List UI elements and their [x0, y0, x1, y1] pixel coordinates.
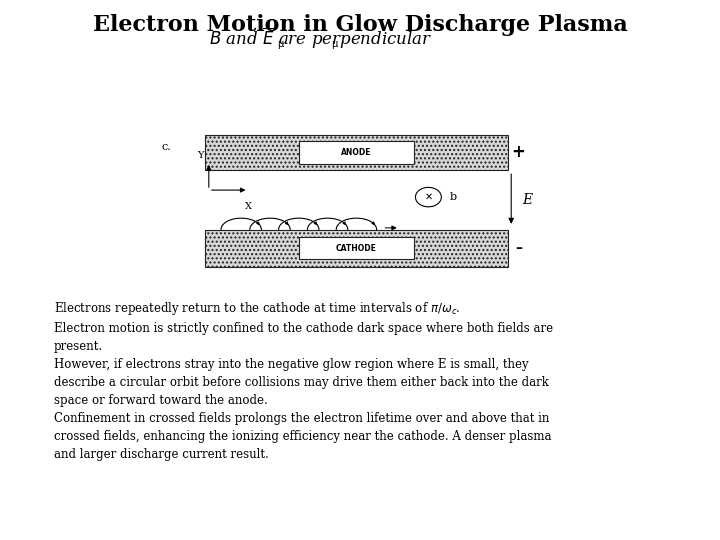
Bar — [205, 230, 508, 267]
Text: –: – — [515, 241, 522, 255]
Bar — [299, 237, 414, 259]
Text: ANODE: ANODE — [341, 148, 372, 157]
Bar — [205, 135, 508, 170]
Text: E: E — [522, 193, 532, 207]
Text: $B$ and $\overline{E}$ are perpendicular: $B$ and $\overline{E}$ are perpendicular — [209, 26, 432, 51]
Text: $\mathrm{\mu}$: $\mathrm{\mu}$ — [330, 39, 339, 51]
Text: Electron Motion in Glow Discharge Plasma: Electron Motion in Glow Discharge Plasma — [93, 14, 627, 36]
Text: +: + — [511, 143, 526, 161]
Text: ✕: ✕ — [424, 192, 433, 202]
Text: b: b — [450, 192, 457, 202]
Text: c.: c. — [162, 142, 172, 152]
Text: X: X — [245, 202, 252, 211]
Text: CATHODE: CATHODE — [336, 244, 377, 253]
Bar — [299, 141, 414, 164]
Text: $\mathrm{\mu}$: $\mathrm{\mu}$ — [276, 39, 285, 51]
Text: Y: Y — [197, 151, 204, 160]
Text: Electrons repeatedly return to the cathode at time intervals of $\pi/\omega_c$.
: Electrons repeatedly return to the catho… — [54, 300, 553, 461]
